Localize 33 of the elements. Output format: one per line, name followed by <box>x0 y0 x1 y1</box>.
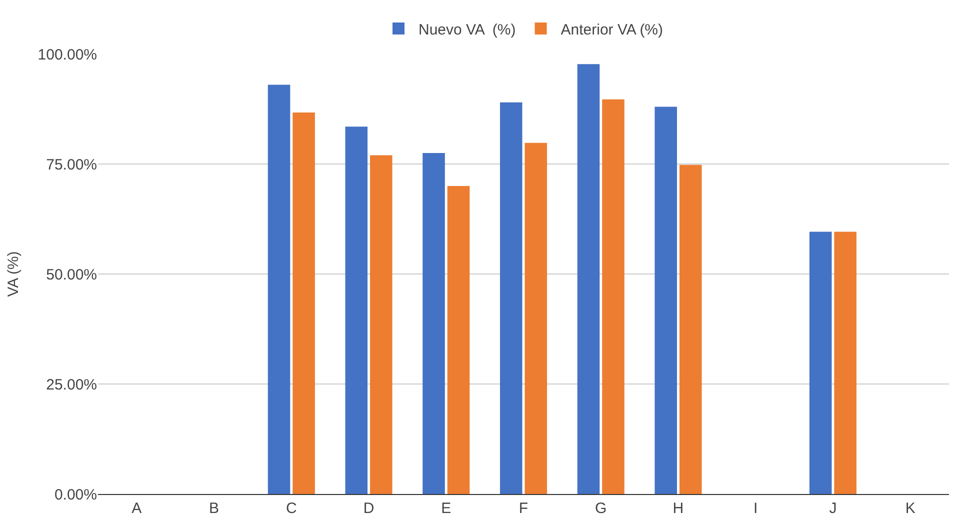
x-tick-label: D <box>363 500 374 517</box>
legend-label: Anterior VA (%) <box>560 21 664 38</box>
x-tick-label: E <box>441 500 452 517</box>
bar <box>524 142 548 494</box>
x-tick-label: H <box>672 500 684 517</box>
y-tick-label: 75.00% <box>46 156 97 174</box>
y-axis-title: VA (%) <box>5 251 22 297</box>
y-tick-label: 25.00% <box>46 376 97 394</box>
x-tick-label: B <box>209 500 220 517</box>
bar <box>809 232 832 494</box>
bar <box>292 112 315 494</box>
x-tick-label: C <box>286 500 297 517</box>
y-tick-label: 50.00% <box>46 266 97 284</box>
x-tick-label: K <box>905 500 916 517</box>
legend-label: Nuevo VA (%) <box>418 21 516 38</box>
y-tick-label: 100.00% <box>38 46 97 64</box>
bar <box>447 186 470 494</box>
x-tick-label: F <box>518 500 528 517</box>
bar <box>370 155 392 494</box>
bar <box>654 106 677 494</box>
bar <box>834 232 856 494</box>
bar <box>268 84 290 494</box>
x-tick-label: A <box>132 500 142 517</box>
x-tick-label: G <box>595 500 607 517</box>
bar <box>602 99 624 494</box>
bar <box>500 102 522 494</box>
bar <box>422 153 445 494</box>
bar <box>679 164 702 494</box>
bar <box>345 126 368 494</box>
x-tick-label: I <box>754 500 758 517</box>
bar <box>577 64 600 494</box>
y-tick-label: 0.00% <box>54 486 97 504</box>
x-tick-label: J <box>829 500 837 517</box>
